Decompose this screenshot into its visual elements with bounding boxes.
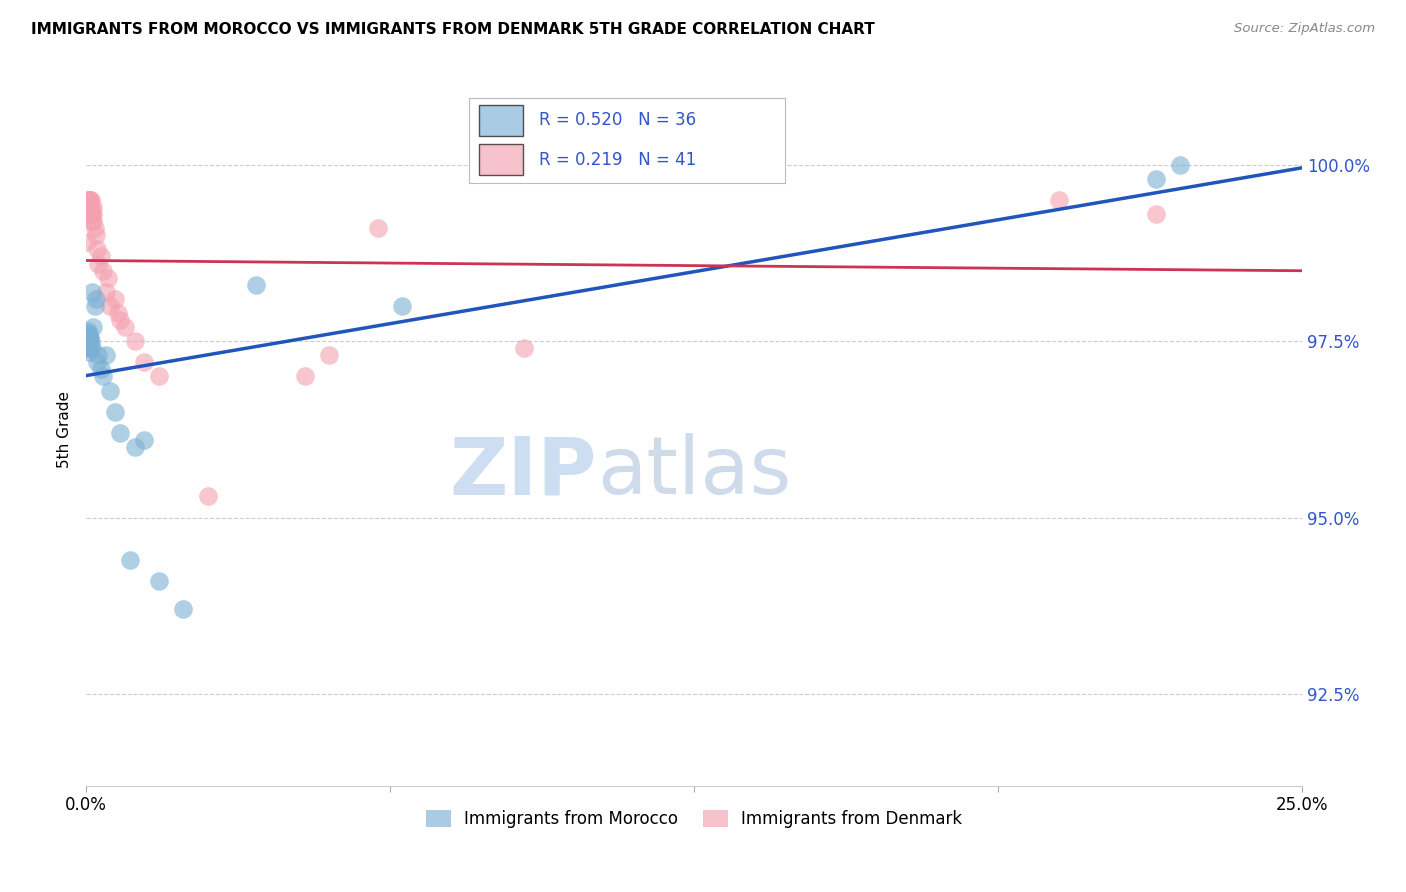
Point — [79, 193, 101, 207]
Point — [76, 235, 98, 250]
Point — [82, 200, 104, 214]
Point — [80, 207, 103, 221]
Point — [79, 337, 101, 351]
Point — [91, 263, 114, 277]
Point — [80, 285, 103, 299]
Point — [87, 348, 110, 362]
Point — [76, 327, 98, 342]
Point — [77, 337, 100, 351]
Point — [80, 207, 103, 221]
Point — [1170, 158, 1192, 172]
Point — [77, 344, 100, 359]
Point — [82, 207, 104, 221]
Point — [118, 553, 141, 567]
Point — [172, 602, 194, 616]
Point — [513, 341, 536, 355]
Point — [94, 285, 117, 299]
Point — [134, 433, 156, 447]
Point — [77, 207, 100, 221]
Point — [76, 331, 98, 345]
Point — [1047, 193, 1070, 207]
Point — [77, 193, 100, 207]
Point — [1144, 207, 1167, 221]
Point — [108, 425, 131, 440]
Point — [76, 341, 98, 355]
Point — [104, 405, 127, 419]
Point — [79, 331, 101, 345]
Point — [100, 299, 122, 313]
Point — [104, 292, 127, 306]
Point — [82, 341, 104, 355]
Point — [80, 200, 103, 214]
Point — [148, 369, 170, 384]
Point — [114, 320, 136, 334]
Point — [77, 334, 100, 348]
Point — [134, 355, 156, 369]
Point — [108, 313, 131, 327]
Point — [124, 440, 146, 454]
Point — [80, 334, 103, 348]
Point — [124, 334, 146, 348]
Point — [100, 384, 122, 398]
Point — [87, 256, 110, 270]
Point — [391, 299, 413, 313]
Point — [84, 228, 107, 243]
Point — [83, 221, 105, 235]
Point — [82, 214, 104, 228]
Point — [77, 324, 100, 338]
Point — [82, 320, 104, 334]
Text: ZIP: ZIP — [450, 434, 596, 511]
Point — [82, 214, 104, 228]
Point — [77, 193, 100, 207]
Point — [97, 270, 120, 285]
Point — [197, 490, 219, 504]
Point — [90, 362, 112, 376]
Point — [76, 193, 98, 207]
Point — [245, 277, 267, 292]
Point — [294, 369, 316, 384]
Point — [86, 243, 108, 257]
Text: atlas: atlas — [596, 434, 792, 511]
Point — [79, 334, 101, 348]
Point — [79, 200, 101, 214]
Point — [79, 193, 101, 207]
Point — [79, 327, 101, 342]
Text: Source: ZipAtlas.com: Source: ZipAtlas.com — [1234, 22, 1375, 36]
Point — [367, 221, 389, 235]
Point — [86, 355, 108, 369]
Point — [318, 348, 340, 362]
Point — [80, 193, 103, 207]
Point — [107, 306, 129, 320]
Text: IMMIGRANTS FROM MOROCCO VS IMMIGRANTS FROM DENMARK 5TH GRADE CORRELATION CHART: IMMIGRANTS FROM MOROCCO VS IMMIGRANTS FR… — [31, 22, 875, 37]
Point — [76, 334, 98, 348]
Point — [77, 200, 100, 214]
Point — [90, 250, 112, 264]
Point — [83, 299, 105, 313]
Point — [1144, 171, 1167, 186]
Point — [148, 574, 170, 588]
Point — [77, 341, 100, 355]
Legend: Immigrants from Morocco, Immigrants from Denmark: Immigrants from Morocco, Immigrants from… — [419, 803, 969, 835]
Point — [94, 348, 117, 362]
Point — [91, 369, 114, 384]
Point — [79, 200, 101, 214]
Point — [84, 292, 107, 306]
Y-axis label: 5th Grade: 5th Grade — [58, 391, 72, 468]
